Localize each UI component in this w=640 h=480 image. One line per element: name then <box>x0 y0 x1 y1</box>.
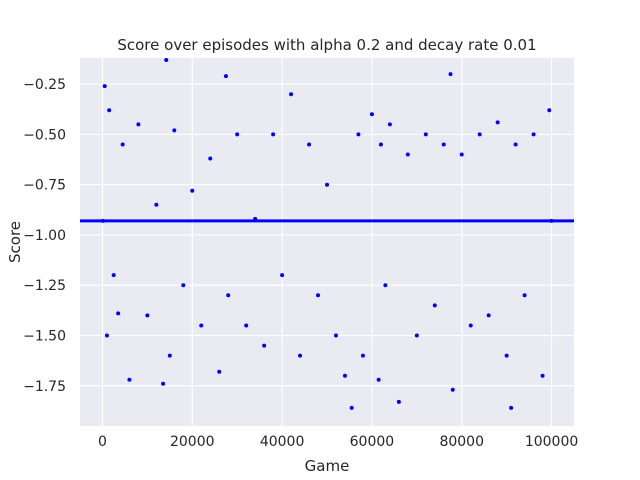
data-point <box>356 132 361 137</box>
data-point <box>509 405 514 410</box>
data-point <box>167 353 172 358</box>
data-point <box>199 323 204 328</box>
data-point <box>495 120 500 125</box>
data-point <box>208 156 213 161</box>
data-point <box>136 122 141 127</box>
data-point <box>111 273 116 278</box>
data-point <box>154 202 159 207</box>
data-point <box>468 323 473 328</box>
data-point <box>405 152 410 157</box>
data-point <box>423 132 428 137</box>
data-point <box>116 311 121 316</box>
x-tick-label: 100000 <box>525 434 578 450</box>
data-point <box>486 313 491 318</box>
y-tick-labels: −0.25 −0.50 −0.75 −1.00 −1.25 −1.50 −1.75 <box>23 77 66 395</box>
data-point <box>448 72 453 77</box>
data-point <box>477 132 482 137</box>
data-point <box>531 132 536 137</box>
y-tick-label: −1.25 <box>23 278 66 294</box>
data-point <box>387 122 392 127</box>
data-point <box>298 353 303 358</box>
plot-background <box>80 58 574 426</box>
x-tick-label: 0 <box>98 434 107 450</box>
x-axis-title: Game <box>305 457 350 475</box>
data-point <box>145 313 150 318</box>
data-point <box>396 399 401 404</box>
data-point <box>333 333 338 338</box>
data-point <box>441 142 446 147</box>
y-tick-label: −1.50 <box>23 329 66 345</box>
x-tick-label: 80000 <box>439 434 484 450</box>
data-point <box>161 381 166 386</box>
data-point <box>280 273 285 278</box>
data-point <box>102 84 107 89</box>
data-point <box>349 405 354 410</box>
data-point <box>181 283 186 288</box>
data-point <box>316 293 321 298</box>
data-point <box>190 188 195 193</box>
data-point <box>450 387 455 392</box>
x-tick-labels: 0 20000 40000 60000 80000 100000 <box>98 434 578 450</box>
chart-title: Score over episodes with alpha 0.2 and d… <box>117 36 536 54</box>
data-point <box>369 112 374 117</box>
data-point <box>414 333 419 338</box>
data-point <box>120 142 125 147</box>
y-tick-label: −1.00 <box>23 228 66 244</box>
x-tick-label: 20000 <box>170 434 215 450</box>
y-tick-label: −0.25 <box>23 77 66 93</box>
data-point <box>307 142 312 147</box>
data-point <box>360 353 365 358</box>
data-point <box>217 369 222 374</box>
x-tick-label: 40000 <box>260 434 305 450</box>
data-point <box>262 343 267 348</box>
data-point <box>226 293 231 298</box>
data-point <box>244 323 249 328</box>
y-tick-label: −0.50 <box>23 127 66 143</box>
x-tick-label: 60000 <box>350 434 395 450</box>
data-point <box>164 58 169 63</box>
data-point <box>289 92 294 97</box>
data-point <box>107 108 112 113</box>
data-point <box>540 373 545 378</box>
data-point <box>383 283 388 288</box>
data-point <box>342 373 347 378</box>
data-point <box>513 142 518 147</box>
data-point <box>235 132 240 137</box>
y-tick-label: −0.75 <box>23 178 66 194</box>
data-point <box>223 74 228 79</box>
data-point <box>376 377 381 382</box>
data-point <box>459 152 464 157</box>
data-point <box>432 303 437 308</box>
data-point <box>127 377 132 382</box>
data-point <box>547 108 552 113</box>
data-point <box>522 293 527 298</box>
data-point <box>325 182 329 187</box>
data-point <box>504 353 509 358</box>
y-tick-label: −1.75 <box>23 379 66 395</box>
y-axis-title: Score <box>6 221 24 263</box>
data-point <box>378 142 383 147</box>
grid-lines <box>80 58 574 426</box>
data-point <box>172 128 177 133</box>
data-point <box>271 132 276 137</box>
data-point <box>104 333 109 338</box>
